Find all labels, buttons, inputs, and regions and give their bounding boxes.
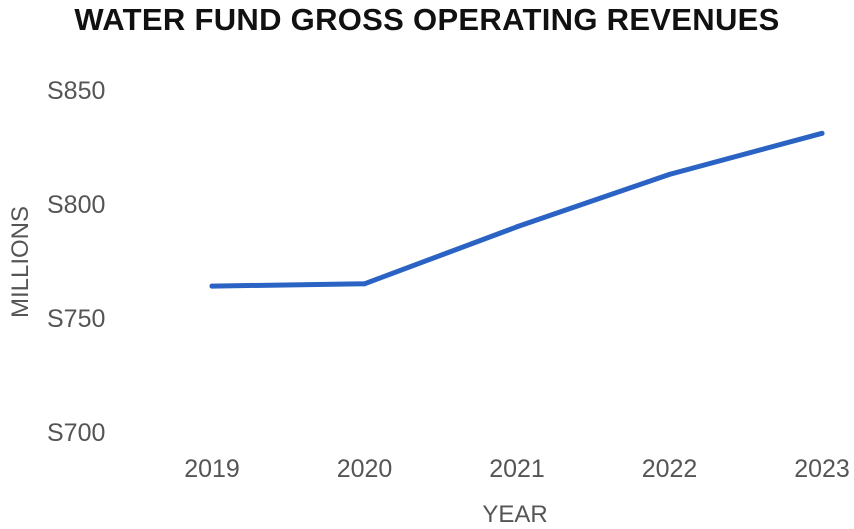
y-axis-ticks: S700 S750 S800 S850 (47, 77, 105, 447)
x-tick-label: 2021 (489, 455, 545, 483)
y-tick-label: S700 (47, 419, 105, 447)
data-point (514, 224, 520, 230)
x-axis-title: YEAR (482, 501, 547, 528)
chart-title: WATER FUND GROSS OPERATING REVENUES (74, 2, 780, 37)
data-point (362, 281, 367, 287)
data-point (667, 171, 672, 177)
y-tick-label: S750 (47, 305, 105, 333)
x-axis-ticks: 2019 2020 2021 2022 2023 (184, 455, 850, 483)
data-point (819, 130, 825, 136)
x-tick-label: 2019 (184, 455, 240, 483)
y-axis-title: MILLIONS (7, 206, 34, 318)
series-line (209, 130, 825, 289)
x-tick-label: 2020 (337, 455, 393, 483)
x-tick-label: 2023 (794, 455, 850, 483)
y-tick-label: S850 (47, 77, 105, 105)
series-group (209, 130, 825, 289)
y-tick-label: S800 (47, 191, 105, 219)
x-tick-label: 2022 (642, 455, 698, 483)
data-point (209, 283, 215, 289)
